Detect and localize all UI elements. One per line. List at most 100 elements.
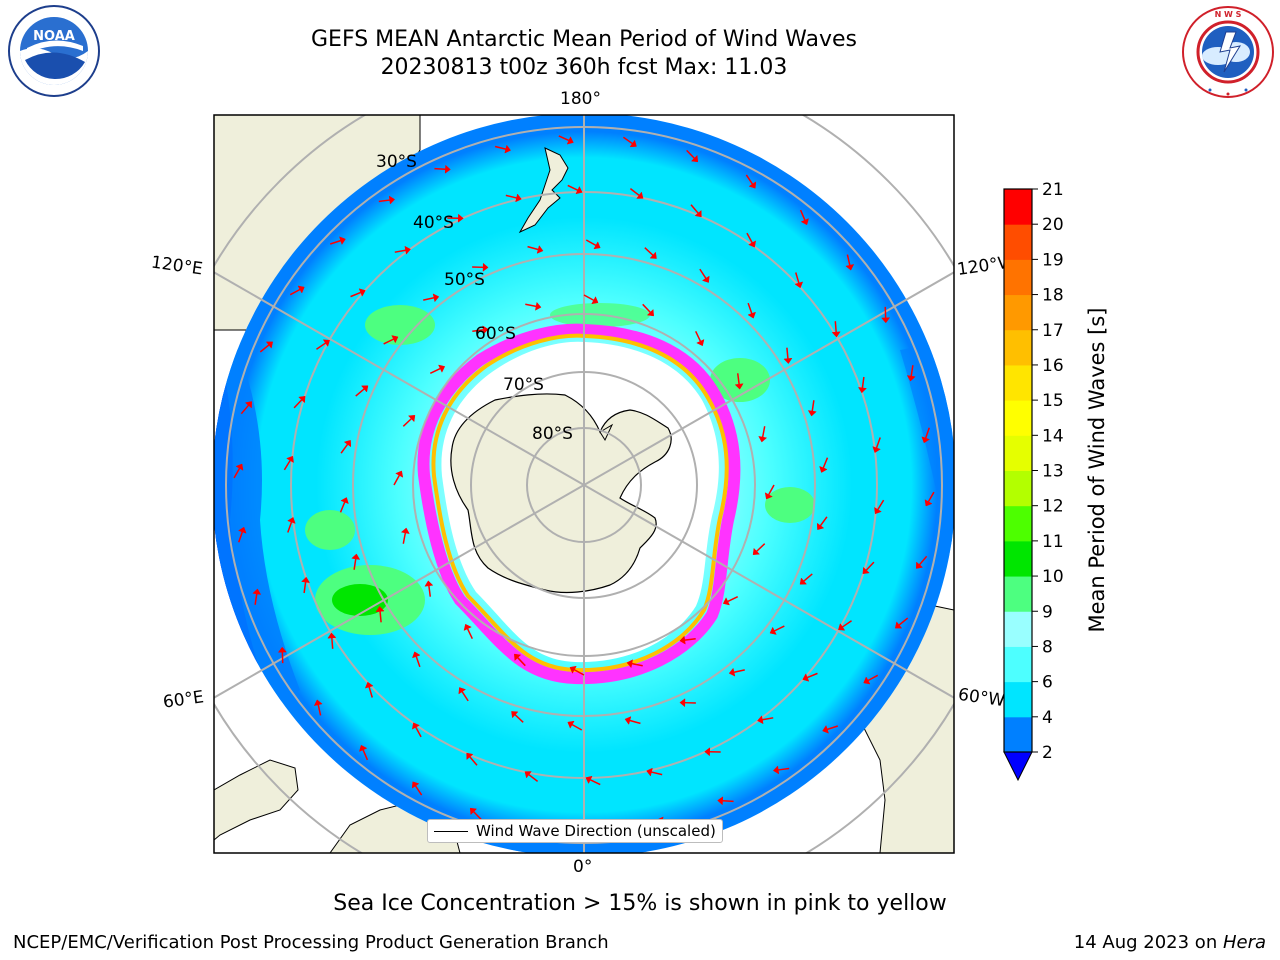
wind-wave-arrow <box>644 247 654 256</box>
credit-left: NCEP/EMC/Verification Post Processing Pr… <box>13 932 609 953</box>
wind-wave-arrow <box>472 329 484 333</box>
wind-wave-arrow <box>378 199 390 203</box>
wind-wave-arrow-head <box>411 781 420 789</box>
wind-wave-arrow-head <box>265 341 274 349</box>
wind-wave-arrow <box>927 491 935 503</box>
wind-wave-arrow <box>756 543 766 552</box>
wind-wave-arrow <box>727 596 739 603</box>
wind-wave-arrow <box>865 561 875 571</box>
wind-wave-arrow-head <box>694 209 702 218</box>
colorbar-segment <box>1004 294 1032 331</box>
wind-wave-arrow <box>690 204 699 214</box>
map-legend: Wind Wave Direction (unscaled) <box>427 819 723 843</box>
colorbar-segment <box>1004 224 1032 260</box>
wind-wave-arrow-head <box>748 181 757 189</box>
wind-wave-arrow-head <box>863 676 871 685</box>
credit-date: 14 Aug 2023 on <box>1073 932 1223 953</box>
wind-wave-arrow <box>684 637 696 641</box>
credit-machine: Hera <box>1222 932 1266 953</box>
wind-wave-arrow-head <box>351 553 361 560</box>
colorbar-tick-label: 11 <box>1042 532 1064 552</box>
wind-wave-arrow <box>368 686 373 698</box>
colorbar-segment <box>1004 400 1032 436</box>
wind-wave-arrow-head <box>646 767 653 777</box>
wind-wave-arrow <box>583 294 595 301</box>
wind-wave-arrow-head <box>411 722 420 730</box>
wind-wave-arrow <box>316 342 326 350</box>
colorbar-segment <box>1004 435 1032 471</box>
wind-wave-arrow <box>514 714 524 723</box>
wind-wave-arrow-head <box>794 281 804 289</box>
wind-wave-arrow-head <box>424 580 434 587</box>
wind-wave-arrow <box>353 558 357 570</box>
colorbar-tick-label: 19 <box>1042 250 1064 270</box>
colorbar-tick-label: 8 <box>1042 637 1053 657</box>
wind-wave-arrow-head <box>799 577 807 585</box>
noaa-logo-text: NOAA <box>33 29 75 44</box>
colorbar-label: Mean Period of Wind Waves [s] <box>1085 307 1109 633</box>
wind-wave-arrow <box>233 467 241 479</box>
wind-wave-arrow-head <box>277 646 287 653</box>
lon-label-0: 0° <box>573 857 593 877</box>
wind-wave-arrow <box>877 499 885 510</box>
wind-wave-arrow <box>434 167 446 170</box>
wind-wave-arrow-head <box>297 285 305 294</box>
wind-wave-arrow-head <box>237 526 247 534</box>
wind-wave-arrow-head <box>313 699 323 706</box>
wind-wave-arrow <box>695 330 702 342</box>
wind-wave-arrow-head <box>819 465 828 473</box>
wind-wave-arrow-head <box>748 240 757 248</box>
wind-wave-arrow <box>842 620 852 628</box>
wind-wave-arrow-head <box>717 796 724 806</box>
wind-wave-arrow-head <box>395 470 404 478</box>
wind-wave-arrow-head <box>252 588 262 595</box>
credit-right: 14 Aug 2023 on Hera <box>1074 932 1266 953</box>
colorbar-segment <box>1004 364 1032 401</box>
wind-wave-arrow <box>415 726 422 738</box>
svg-text:N W S: N W S <box>1215 10 1242 19</box>
wind-wave-arrow <box>762 717 774 721</box>
lat-label-30s: 30°S <box>376 152 417 172</box>
wind-wave-arrow <box>827 725 839 731</box>
wind-wave-arrow <box>875 437 881 449</box>
wind-wave-arrow <box>910 365 914 377</box>
wind-wave-arrow <box>289 288 301 296</box>
wind-wave-arrow-head <box>881 317 891 324</box>
wind-wave-arrow-head <box>566 136 574 145</box>
wind-wave-arrow-head <box>800 218 809 226</box>
wind-wave-arrow-head <box>322 339 330 347</box>
wind-wave-arrow-head <box>301 576 311 583</box>
wind-wave-arrow <box>631 662 643 667</box>
wind-wave-arrow <box>629 719 641 725</box>
wind-wave-arrow-head <box>404 245 411 255</box>
colorbar-segment <box>1004 646 1032 683</box>
wind-wave-arrow-head <box>636 191 644 199</box>
wind-wave-arrow-head <box>802 673 810 682</box>
colorbar-segment <box>1004 681 1032 718</box>
wind-wave-arrow-head <box>679 635 686 645</box>
wind-wave-arrow <box>622 136 633 145</box>
wind-wave-arrow-head <box>567 720 575 729</box>
noaa-logo: NOAA <box>8 5 100 97</box>
colorbar-segment <box>1004 611 1032 647</box>
wind-wave-arrow <box>733 669 745 673</box>
wind-wave-arrow <box>317 704 322 716</box>
wind-wave-arrow-head <box>463 623 472 631</box>
wind-wave-arrow <box>383 338 394 345</box>
colorbar-segment <box>1004 329 1032 366</box>
wind-wave-arrow <box>629 188 640 196</box>
wind-wave-arrow-head <box>359 744 368 752</box>
wind-wave-arrow-head <box>524 771 532 779</box>
sea-ice-note: Sea Ice Concentration > 15% is shown in … <box>333 891 947 916</box>
wind-wave-arrow <box>283 460 291 471</box>
wind-wave-arrow <box>736 373 740 385</box>
lon-label-180: 180° <box>560 89 601 109</box>
lat-label-80s: 80°S <box>532 424 573 444</box>
wind-wave-arrow <box>722 800 734 803</box>
wind-wave-arrow-head <box>438 364 446 373</box>
wind-wave-arrow <box>394 249 406 253</box>
wind-wave-arrow <box>494 145 506 150</box>
wind-wave-arrow-head <box>458 687 467 695</box>
wind-wave-arrow-head <box>575 185 583 195</box>
